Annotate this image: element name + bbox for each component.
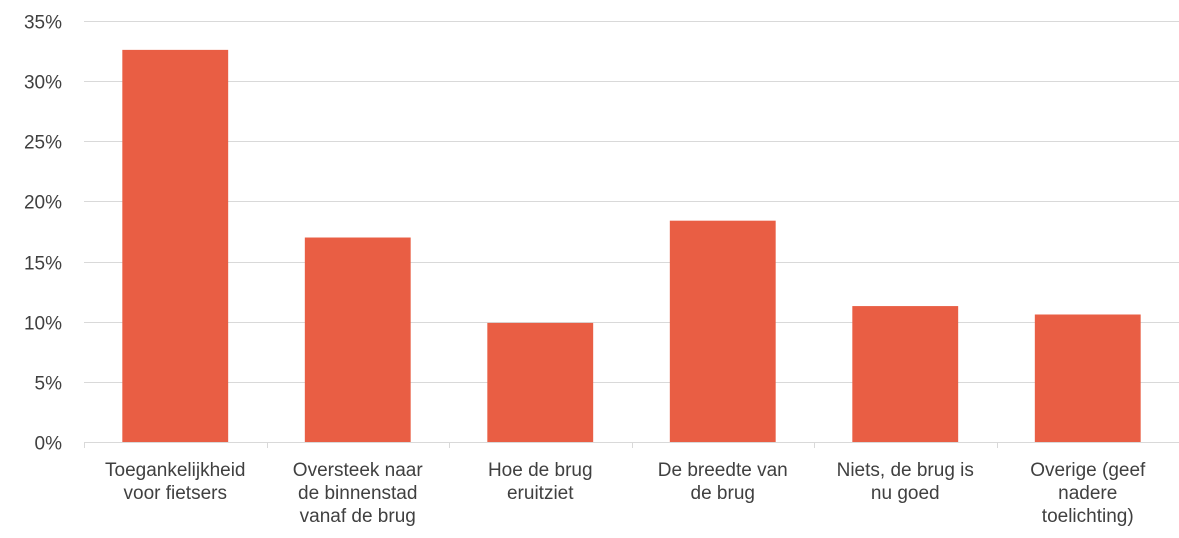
bars: [122, 49, 1141, 443]
bar: [852, 306, 959, 442]
x-category-label: De breedte van de brug: [658, 460, 788, 504]
y-tick-label: 20%: [24, 193, 62, 214]
y-tick-label: 35%: [24, 13, 62, 34]
x-category-label: Toegankelijkheid voor fietsers: [105, 460, 246, 504]
gridlines: [84, 21, 1179, 448]
y-tick-label: 15%: [24, 254, 62, 275]
bar: [1034, 314, 1141, 442]
x-category-label: Hoe de brug eruitziet: [488, 460, 593, 504]
bar: [304, 237, 411, 442]
y-axis-tick-labels: 0% 5% 10% 15% 20% 25% 30% 35%: [24, 13, 62, 455]
y-tick-label: 0%: [35, 434, 63, 455]
y-tick-label: 25%: [24, 133, 62, 154]
x-category-label: Overige (geef nadere toelichting): [1030, 460, 1146, 527]
x-category-label: Niets, de brug is nu goed: [837, 460, 974, 504]
y-tick-label: 5%: [35, 374, 63, 395]
y-tick-label: 10%: [24, 314, 62, 335]
x-category-label: Oversteek naar de binnenstad vanaf de brug: [293, 460, 424, 527]
x-axis-category-labels: Toegankelijkheid voor fietsers Oversteek n…: [105, 460, 1146, 527]
bar: [122, 49, 229, 443]
bar: [487, 322, 594, 442]
bar: [669, 220, 776, 442]
y-tick-label: 30%: [24, 73, 62, 94]
